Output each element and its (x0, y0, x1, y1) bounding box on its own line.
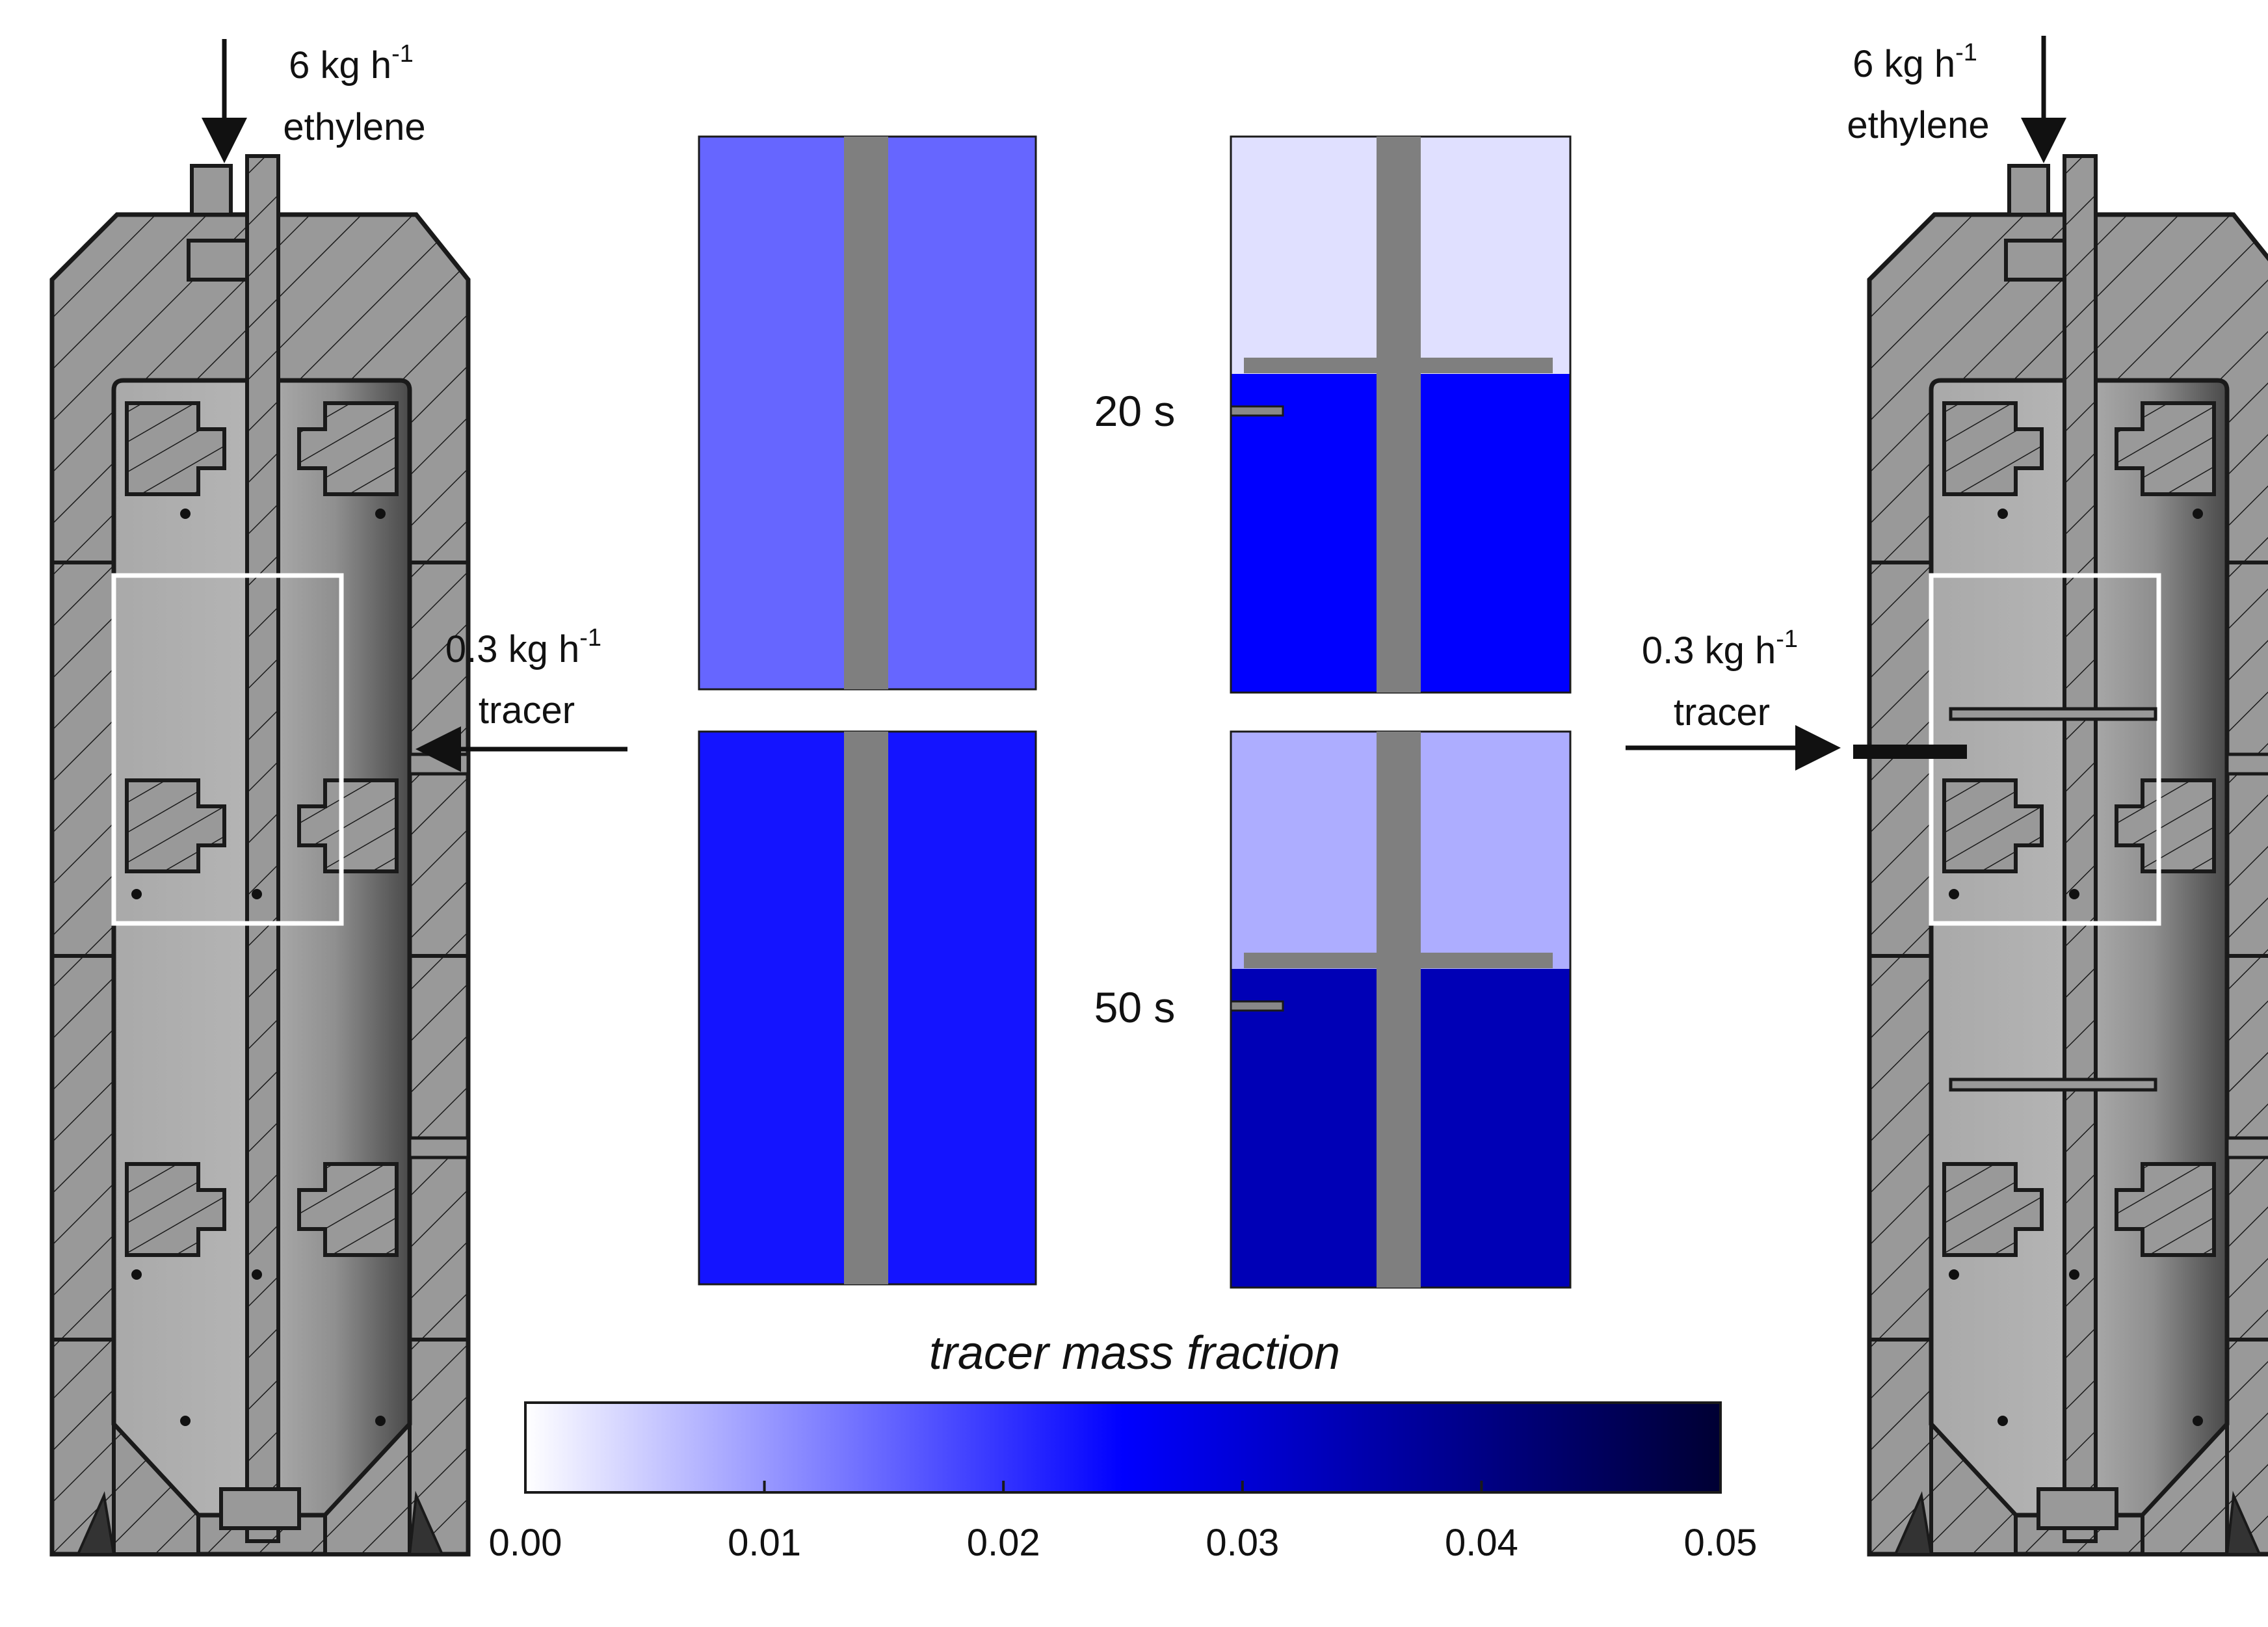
left-reactor-cross-section (52, 156, 468, 1554)
stirrer-shaft-left-20s (844, 137, 888, 689)
left-tracer-rate: 0.3 kg h-1 (445, 624, 601, 670)
right-feed-species: ethylene (1847, 104, 1989, 146)
time-label-20s: 20 s (1094, 387, 1176, 435)
left-feed-rate: 6 kg h-1 (289, 40, 414, 86)
colorbar-tick-label: 0.04 (1445, 1522, 1518, 1564)
right-reactor-cross-section (1853, 156, 2268, 1554)
left-tracer-label: tracer (479, 689, 575, 732)
time-label-50s: 50 s (1094, 983, 1176, 1031)
colorbar-ticks: 0.00 0.01 0.02 0.03 0.04 0.05 (489, 1481, 1758, 1564)
contour-right-20s (1230, 135, 1572, 694)
left-feed-species: ethylene (283, 106, 425, 148)
right-feed-rate: 6 kg h-1 (1853, 39, 1977, 85)
contour-right-50s (1230, 730, 1572, 1289)
stirrer-shaft-left-50s (844, 732, 888, 1284)
colorbar-title: tracer mass fraction (929, 1327, 1340, 1379)
colorbar-tick-label: 0.05 (1684, 1522, 1758, 1564)
colorbar-tick-label: 0.01 (728, 1522, 801, 1564)
colorbar-tick-label: 0.02 (967, 1522, 1040, 1564)
colorbar-tick-label: 0.00 (489, 1522, 562, 1564)
right-tracer-label: tracer (1674, 691, 1770, 734)
colorbar-tick-label: 0.03 (1206, 1522, 1279, 1564)
right-tracer-rate: 0.3 kg h-1 (1642, 626, 1798, 672)
colorbar (524, 1401, 1722, 1494)
